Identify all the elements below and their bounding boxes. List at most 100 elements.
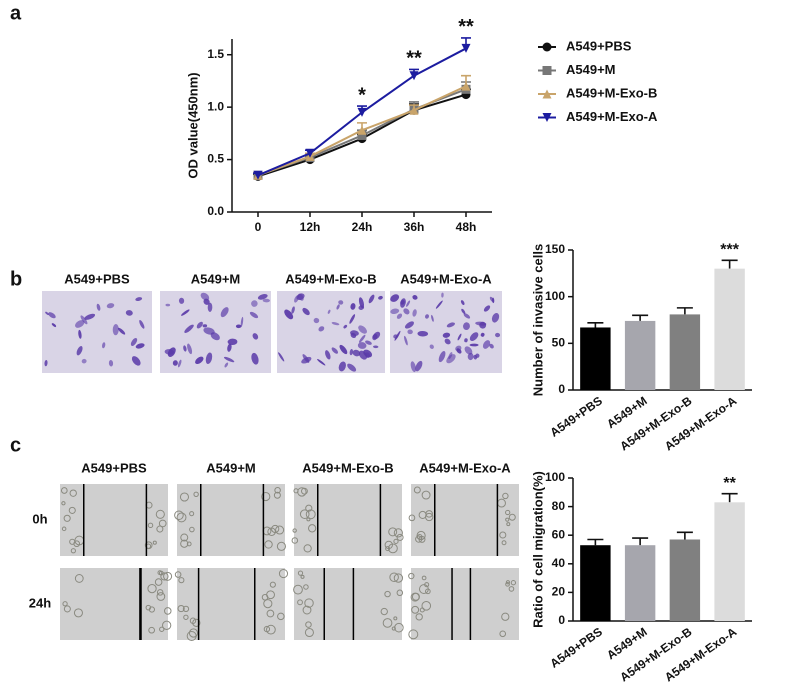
cell [264, 540, 273, 549]
micrograph [174, 568, 289, 641]
cell [106, 303, 115, 309]
cell [421, 575, 427, 581]
cell [274, 486, 281, 494]
cell [176, 512, 187, 523]
cell [299, 509, 310, 519]
cell [251, 300, 258, 307]
cell [501, 612, 510, 621]
cell [70, 548, 76, 554]
cell [358, 325, 367, 334]
marker [461, 81, 471, 91]
cell [469, 343, 479, 347]
cell [96, 303, 101, 311]
error-bar [676, 307, 693, 315]
cell [463, 322, 470, 331]
cell [435, 300, 443, 309]
cell [349, 314, 356, 324]
cell [69, 538, 76, 545]
error-bar [721, 492, 738, 503]
y-tick-label: 0 [558, 613, 565, 627]
marker [305, 148, 315, 158]
cell [425, 512, 434, 522]
cell [294, 295, 299, 303]
cell [308, 524, 317, 533]
cell [178, 577, 185, 584]
cell [343, 324, 348, 329]
cell [266, 609, 275, 618]
legend-label: A549+PBS [566, 38, 632, 53]
cell [273, 491, 281, 499]
cell [269, 581, 276, 588]
cell [163, 607, 172, 615]
cell [336, 304, 340, 310]
cell [235, 324, 242, 329]
image-label: A549+M-Exo-B [302, 460, 393, 475]
cell [411, 605, 420, 614]
cell [347, 363, 357, 372]
cell [102, 342, 106, 349]
cell [301, 356, 312, 364]
cell [313, 317, 320, 324]
cell [196, 321, 203, 329]
y-axis-label: OD value(450nm) [185, 72, 200, 178]
cell [393, 334, 398, 339]
cell [502, 492, 509, 500]
y-tick-label: 100 [545, 470, 565, 484]
bar [624, 545, 656, 621]
cell [276, 541, 286, 551]
cell [261, 491, 271, 502]
cell [446, 322, 455, 328]
cell [467, 352, 474, 361]
bar [714, 502, 745, 621]
bar [580, 545, 611, 621]
error-bar [721, 259, 738, 269]
cell [415, 360, 423, 372]
cell [135, 343, 145, 349]
cell [331, 347, 339, 354]
micrograph [60, 568, 173, 640]
cell [350, 303, 356, 310]
micrograph [390, 291, 502, 373]
cell [390, 308, 400, 314]
significance: *** [720, 241, 739, 258]
significance: ** [458, 16, 474, 38]
marker [409, 71, 419, 81]
image-bg [390, 291, 502, 373]
micrograph [60, 484, 168, 556]
cell [223, 356, 235, 363]
cell [373, 345, 379, 349]
cell [378, 295, 383, 300]
cell [297, 487, 307, 497]
cell [387, 543, 398, 554]
cell [261, 593, 269, 601]
cell [358, 297, 365, 309]
y-tick-label: 50 [552, 336, 566, 350]
image-bg [411, 568, 519, 640]
cell [475, 353, 480, 358]
legend-label: A549+M-Exo-B [566, 85, 657, 100]
cell [186, 631, 197, 641]
cell [358, 305, 365, 310]
cell [112, 323, 119, 336]
cell [252, 333, 259, 340]
cell [257, 294, 268, 300]
cell [413, 486, 421, 494]
cell [271, 524, 280, 534]
cell [444, 338, 451, 345]
y-tick-label: 60 [552, 527, 566, 541]
cell [63, 605, 71, 613]
cell [489, 343, 494, 349]
cell [125, 310, 133, 316]
cell [63, 514, 71, 522]
error-bar [587, 538, 604, 546]
cell [135, 297, 143, 302]
cell [425, 588, 431, 595]
cell [501, 540, 507, 546]
marker [357, 130, 367, 140]
cell [393, 528, 403, 538]
cell [389, 572, 399, 583]
cell [189, 526, 195, 533]
x-tick-label: 36h [404, 220, 425, 234]
